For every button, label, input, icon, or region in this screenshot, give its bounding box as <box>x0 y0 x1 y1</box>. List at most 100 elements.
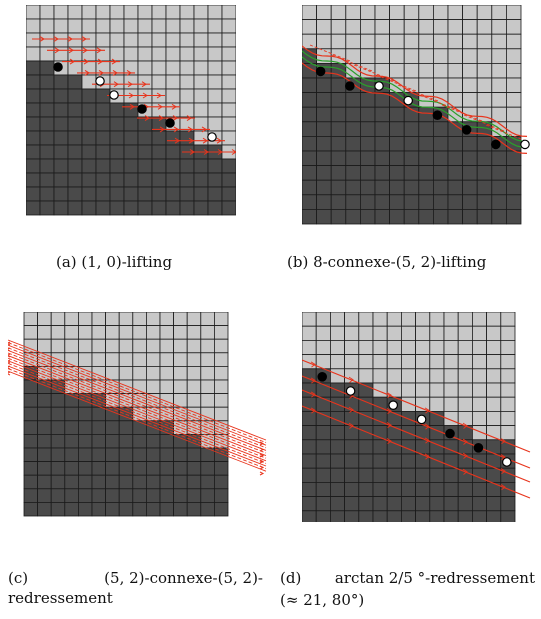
grid-cell <box>91 434 107 449</box>
grid-cell <box>302 510 317 522</box>
grid-cell <box>505 121 522 137</box>
grid-cell <box>432 150 449 167</box>
grid-cell <box>389 150 405 167</box>
grid-cell <box>302 467 317 483</box>
redressement-line <box>8 339 267 441</box>
grid-cell <box>432 165 449 181</box>
lifting-point <box>109 90 119 100</box>
arrow-head-icon <box>171 103 177 110</box>
grid-cell <box>429 411 445 427</box>
grid-cell <box>389 92 405 108</box>
grid-cell <box>491 165 507 181</box>
arrow-head-icon <box>424 423 430 430</box>
grid-cell <box>221 200 236 216</box>
grid-cell <box>123 186 139 202</box>
grid-cell <box>207 88 223 104</box>
caption-d-line1: (d) arctan 2/5 °-redressement <box>280 568 535 588</box>
grid-cell <box>132 338 147 354</box>
grid-cell <box>26 200 41 216</box>
grid-cell <box>179 102 195 118</box>
grid-cell <box>389 194 405 210</box>
grid-cell <box>401 339 417 355</box>
arrow-head-icon <box>217 149 223 155</box>
panel-c-grid <box>8 312 267 517</box>
grid-cell <box>432 208 449 225</box>
grid-cell <box>26 158 41 174</box>
grid-cell <box>315 481 331 497</box>
grid-cell <box>302 33 318 50</box>
grid-cell <box>91 406 107 422</box>
arrow-head-icon <box>500 438 506 445</box>
grid-cell <box>200 488 215 503</box>
grid-cell <box>165 46 181 62</box>
grid-cell <box>302 5 318 21</box>
grid-cell <box>23 434 39 449</box>
grid-cell <box>358 339 374 355</box>
grid-cell <box>81 130 97 146</box>
grid-cell <box>53 46 69 62</box>
grid-cell <box>26 18 41 34</box>
grid-cell <box>193 130 209 146</box>
grid-cell <box>193 186 209 202</box>
grid-cell <box>429 496 445 512</box>
grid-cell <box>401 354 417 370</box>
grid-cell <box>193 5 209 20</box>
grid-cell <box>302 339 317 355</box>
grid-cell <box>389 106 405 123</box>
grid-cell <box>193 60 209 76</box>
grid-cell <box>418 77 434 94</box>
redressement-line <box>302 359 531 453</box>
grid-cell <box>345 135 361 152</box>
grid-cell <box>491 33 507 50</box>
grid-cell <box>53 5 69 20</box>
grid-cell <box>457 368 473 384</box>
arrow-head-icon <box>386 422 392 429</box>
grid-cell <box>159 461 175 476</box>
grid-cell <box>50 325 66 340</box>
grid-cell <box>403 121 420 137</box>
grid-cell <box>415 496 431 512</box>
grid-cell <box>186 379 202 395</box>
arrow-head-icon <box>310 407 316 414</box>
grid-cell <box>145 379 161 395</box>
grid-cell <box>26 116 41 132</box>
grid-cell <box>95 102 111 118</box>
grid-cell <box>137 46 153 62</box>
grid-cell <box>109 130 125 146</box>
grid-cell <box>315 453 331 469</box>
grid-cell <box>67 172 83 188</box>
grid-cell <box>95 186 111 202</box>
grid-cell <box>39 5 55 20</box>
grid-cell <box>360 165 376 181</box>
grid-cell <box>173 338 188 354</box>
grid-cell <box>109 186 125 202</box>
grid-cell <box>193 158 209 174</box>
lifting-line <box>331 54 373 72</box>
grid-cell <box>193 200 209 216</box>
grid-cell <box>165 32 181 48</box>
arrow-head-icon <box>462 438 468 445</box>
grid-cell <box>67 46 83 62</box>
grid-cell <box>360 179 376 196</box>
grid-cell <box>491 63 507 79</box>
grid-cell <box>386 354 402 370</box>
grid-cell <box>81 158 97 174</box>
grid-cell <box>109 116 125 132</box>
grid-cell <box>447 208 464 225</box>
arrow-head-icon <box>129 103 135 110</box>
grid-cell <box>123 46 139 62</box>
grid-cell <box>429 481 445 497</box>
grid-cell <box>39 60 55 76</box>
panel-d-grid <box>302 312 531 522</box>
grid-cell <box>221 32 236 48</box>
grid-cell <box>389 121 405 137</box>
grid-cell <box>491 208 507 225</box>
grid-cell <box>207 5 223 20</box>
grid-cell <box>443 510 459 522</box>
grid-cell <box>358 382 374 398</box>
arrow-head-icon <box>142 92 148 99</box>
redressement-point <box>502 457 512 467</box>
grid-cell <box>315 312 331 327</box>
grid-cell <box>213 379 229 395</box>
grid-cell <box>105 420 120 435</box>
